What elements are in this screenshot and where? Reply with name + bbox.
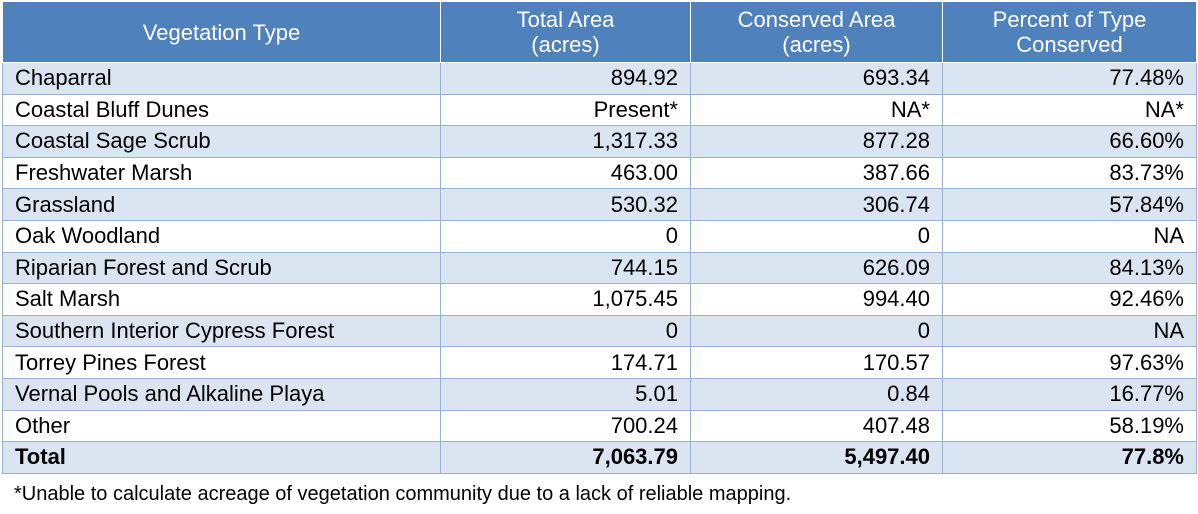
- cell-percent-conserved: 97.63%: [942, 346, 1197, 379]
- header-total-area: Total Area (acres): [440, 1, 691, 63]
- header-conserved-area: Conserved Area (acres): [690, 1, 943, 63]
- total-area-sum: 7,063.79: [440, 441, 691, 474]
- header-row: Vegetation Type Total Area (acres) Conse…: [2, 1, 1197, 63]
- cell-total-area: 0: [440, 314, 691, 348]
- vegetation-conservation-table: Vegetation Type Total Area (acres) Conse…: [2, 1, 1197, 474]
- cell-percent-conserved: 77.48%: [942, 62, 1197, 95]
- table-row: Southern Interior Cypress Forest 0 0 NA: [2, 314, 1197, 348]
- cell-total-area: 5.01: [440, 377, 691, 411]
- cell-vegetation-type: Coastal Bluff Dunes: [2, 93, 441, 127]
- cell-percent-conserved: 83.73%: [942, 156, 1197, 190]
- cell-total-area: 700.24: [440, 409, 691, 443]
- cell-vegetation-type: Vernal Pools and Alkaline Playa: [2, 377, 441, 411]
- cell-conserved-area: 407.48: [690, 409, 943, 443]
- cell-conserved-area: 994.40: [690, 283, 943, 316]
- percent-conserved-total: 77.8%: [942, 441, 1197, 474]
- table-header: Vegetation Type Total Area (acres) Conse…: [2, 1, 1197, 63]
- cell-total-area: 894.92: [440, 62, 691, 95]
- header-line: Conserved Area: [737, 7, 896, 32]
- cell-conserved-area: 170.57: [690, 346, 943, 379]
- cell-vegetation-type: Torrey Pines Forest: [2, 346, 441, 379]
- table-row: Coastal Bluff Dunes Present* NA* NA*: [2, 93, 1197, 127]
- cell-percent-conserved: NA: [942, 219, 1197, 253]
- header-line: (acres): [531, 32, 600, 57]
- header-line: Vegetation Type: [142, 19, 301, 45]
- cell-conserved-area: 0.84: [690, 377, 943, 411]
- cell-total-area: 0: [440, 219, 691, 253]
- table-row: Grassland 530.32 306.74 57.84%: [2, 188, 1197, 221]
- table-row: Oak Woodland 0 0 NA: [2, 219, 1197, 253]
- cell-percent-conserved: 16.77%: [942, 377, 1197, 411]
- cell-total-area: Present*: [440, 93, 691, 127]
- cell-percent-conserved: NA: [942, 314, 1197, 348]
- cell-conserved-area: 0: [690, 314, 943, 348]
- table-row: Freshwater Marsh 463.00 387.66 83.73%: [2, 156, 1197, 190]
- cell-conserved-area: NA*: [690, 93, 943, 127]
- cell-vegetation-type: Grassland: [2, 188, 441, 221]
- cell-percent-conserved: NA*: [942, 93, 1197, 127]
- cell-vegetation-type: Southern Interior Cypress Forest: [2, 314, 441, 348]
- cell-conserved-area: 0: [690, 219, 943, 253]
- cell-conserved-area: 306.74: [690, 188, 943, 221]
- cell-total-area: 744.15: [440, 251, 691, 285]
- table-row: Riparian Forest and Scrub 744.15 626.09 …: [2, 251, 1197, 285]
- cell-total-area: 1,317.33: [440, 125, 691, 158]
- table-row: Coastal Sage Scrub 1,317.33 877.28 66.60…: [2, 125, 1197, 158]
- cell-conserved-area: 387.66: [690, 156, 943, 190]
- cell-total-area: 174.71: [440, 346, 691, 379]
- header-line: Conserved: [1016, 32, 1123, 57]
- table-row: Torrey Pines Forest 174.71 170.57 97.63%: [2, 346, 1197, 379]
- cell-percent-conserved: 58.19%: [942, 409, 1197, 443]
- conserved-area-sum: 5,497.40: [690, 441, 943, 474]
- cell-conserved-area: 693.34: [690, 62, 943, 95]
- cell-percent-conserved: 92.46%: [942, 283, 1197, 316]
- total-row: Total 7,063.79 5,497.40 77.8%: [2, 441, 1197, 474]
- cell-vegetation-type: Riparian Forest and Scrub: [2, 251, 441, 285]
- table-row: Other 700.24 407.48 58.19%: [2, 409, 1197, 443]
- total-label: Total: [2, 441, 441, 474]
- header-line: Percent of Type: [992, 7, 1147, 32]
- table-row: Salt Marsh 1,075.45 994.40 92.46%: [2, 283, 1197, 316]
- cell-vegetation-type: Freshwater Marsh: [2, 156, 441, 190]
- table-row: Vernal Pools and Alkaline Playa 5.01 0.8…: [2, 377, 1197, 411]
- header-line: Total Area: [516, 7, 615, 32]
- cell-conserved-area: 626.09: [690, 251, 943, 285]
- cell-vegetation-type: Other: [2, 409, 441, 443]
- header-line: (acres): [782, 32, 851, 57]
- cell-total-area: 1,075.45: [440, 283, 691, 316]
- header-vegetation-type: Vegetation Type: [2, 1, 441, 63]
- cell-conserved-area: 877.28: [690, 125, 943, 158]
- cell-vegetation-type: Coastal Sage Scrub: [2, 125, 441, 158]
- cell-percent-conserved: 57.84%: [942, 188, 1197, 221]
- cell-percent-conserved: 84.13%: [942, 251, 1197, 285]
- footnote: *Unable to calculate acreage of vegetati…: [14, 483, 792, 505]
- header-percent-conserved: Percent of Type Conserved: [942, 1, 1197, 63]
- cell-vegetation-type: Oak Woodland: [2, 219, 441, 253]
- cell-total-area: 463.00: [440, 156, 691, 190]
- cell-percent-conserved: 66.60%: [942, 125, 1197, 158]
- cell-vegetation-type: Salt Marsh: [2, 283, 441, 316]
- table-row: Chaparral 894.92 693.34 77.48%: [2, 62, 1197, 95]
- cell-vegetation-type: Chaparral: [2, 62, 441, 95]
- table-body: Chaparral 894.92 693.34 77.48% Coastal B…: [2, 62, 1197, 474]
- cell-total-area: 530.32: [440, 188, 691, 221]
